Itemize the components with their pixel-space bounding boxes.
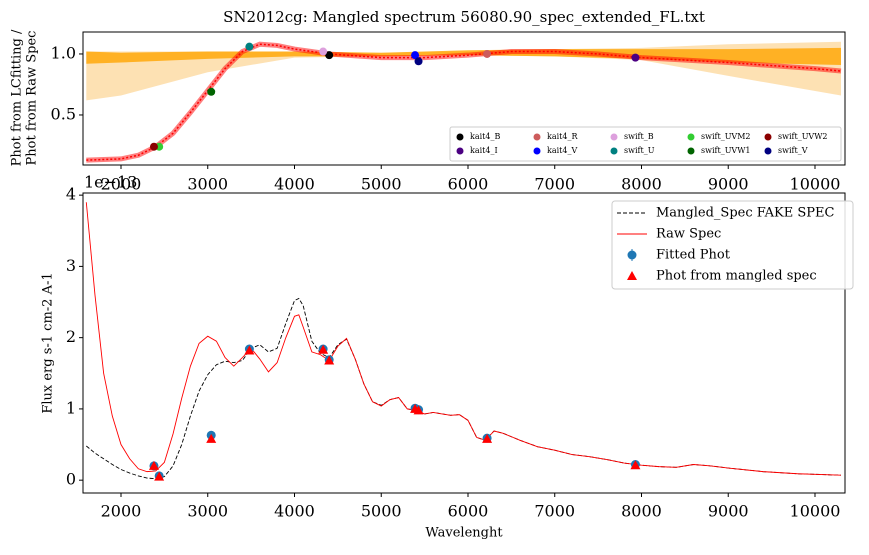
data-point	[319, 47, 328, 56]
y-tick-label: 0.5	[51, 104, 76, 123]
data-point	[149, 142, 158, 151]
legend-label: Fitted Phot	[656, 248, 731, 263]
x-tick-label: 2000	[101, 502, 142, 521]
legend-marker	[456, 133, 464, 141]
data-point	[414, 57, 423, 66]
legend-label: kait4_B	[470, 132, 500, 141]
legend-marker	[687, 147, 695, 155]
x-tick-label: 5000	[361, 175, 402, 194]
legend-marker	[687, 133, 695, 141]
x-tick-label: 6000	[448, 175, 489, 194]
legend-label: swift_U	[624, 146, 655, 155]
x-tick-label: 3000	[187, 502, 228, 521]
data-point	[411, 51, 420, 60]
legend-label: kait4_I	[470, 146, 498, 155]
y-tick-label: 4	[66, 185, 76, 204]
y-axis-label: Flux erg s-1 cm-2 A-1	[41, 272, 56, 413]
plot-area	[86, 41, 842, 163]
x-tick-label: 10000	[790, 502, 841, 521]
legend-label: swift_UVW1	[701, 146, 751, 155]
y-tick-label: 1	[66, 398, 76, 417]
data-point	[482, 433, 493, 443]
legend-label: Phot from mangled spec	[656, 269, 817, 284]
x-tick-label: 8000	[621, 502, 662, 521]
legend-label: swift_V	[778, 146, 808, 155]
data-point	[245, 42, 254, 51]
axes-frame	[82, 192, 846, 494]
legend-label: Mangled_Spec FAKE SPEC	[656, 206, 835, 221]
legend-marker	[764, 133, 772, 141]
data-point	[631, 53, 640, 62]
legend-label: swift_B	[624, 132, 654, 141]
legend-label: kait4_R	[547, 132, 578, 141]
x-axis-label: Wavelenght	[425, 526, 503, 541]
legend-label: swift_UVM2	[701, 132, 751, 141]
legend-marker	[533, 133, 541, 141]
data-point	[325, 51, 334, 60]
y-tick-label: 1.0	[51, 43, 76, 62]
legend-marker	[533, 147, 541, 155]
x-tick-label: 3000	[187, 175, 228, 194]
x-tick-label: 10000	[790, 175, 841, 194]
line	[85, 202, 842, 476]
data-point	[206, 433, 217, 443]
data-point	[244, 345, 255, 355]
x-tick-label: 4000	[274, 175, 315, 194]
line	[86, 297, 842, 480]
legend-marker	[456, 147, 464, 155]
data-point	[318, 344, 329, 354]
legend-marker	[627, 250, 637, 260]
x-tick-label: 2000	[101, 175, 142, 194]
x-tick-label: 7000	[534, 502, 575, 521]
y-tick-label: 3	[66, 256, 76, 275]
data-point	[630, 460, 641, 470]
x-tick-label: 8000	[621, 175, 662, 194]
y-tick-label: 2	[66, 327, 76, 346]
line	[86, 43, 842, 161]
band	[86, 47, 842, 65]
data-point	[154, 471, 165, 481]
legend-marker	[610, 147, 618, 155]
legend-label: swift_UVW2	[778, 132, 828, 141]
legend-marker	[610, 133, 618, 141]
offset-label: 1e−13	[84, 173, 137, 192]
x-tick-label: 7000	[534, 175, 575, 194]
data-point	[207, 87, 216, 96]
y-tick-label: 0	[66, 470, 76, 489]
x-tick-label: 9000	[708, 502, 749, 521]
chart-title: SN2012cg: Mangled spectrum 56080.90_spec…	[223, 8, 705, 26]
legend-box	[449, 126, 842, 162]
legend-box	[611, 200, 854, 290]
data-point	[483, 49, 492, 58]
axes-frame	[82, 31, 846, 166]
legend-label: Raw Spec	[656, 227, 721, 242]
data-point	[148, 460, 159, 470]
y-axis-label: Phot from LCfitting /	[10, 29, 25, 166]
x-tick-label: 5000	[361, 502, 402, 521]
data-point	[413, 405, 424, 415]
y-axis-label: Phot from Raw Spec	[25, 31, 40, 166]
data-point	[324, 355, 335, 365]
legend-label: kait4_V	[547, 146, 577, 155]
x-tick-label: 9000	[708, 175, 749, 194]
plot-area	[85, 202, 842, 481]
legend-marker	[627, 271, 637, 280]
x-tick-label: 6000	[448, 502, 489, 521]
x-tick-label: 4000	[274, 502, 315, 521]
legend-marker	[764, 147, 772, 155]
